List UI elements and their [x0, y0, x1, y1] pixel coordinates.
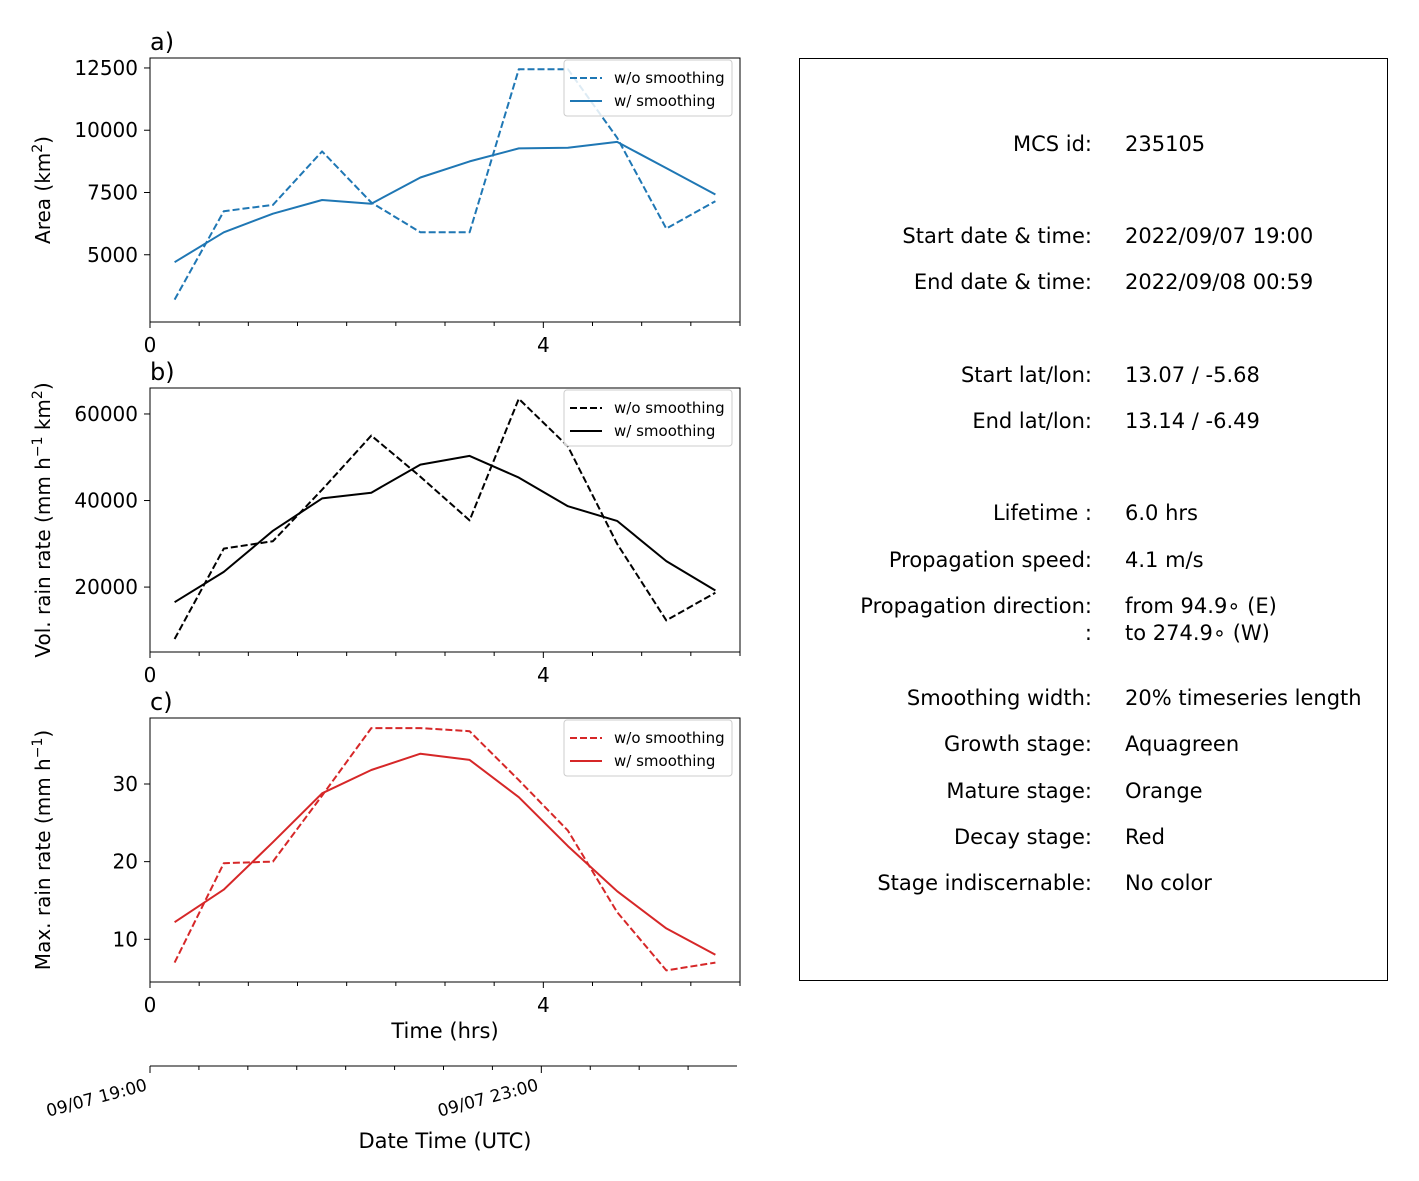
y-tick-label: 12500	[74, 56, 138, 80]
start-datetime-label: Start date & time:	[902, 224, 1092, 248]
datetime-tick-label: 09/07 19:00	[44, 1076, 149, 1122]
propagation-speed-value: 4.1 m/s	[1125, 548, 1204, 572]
series-line-smoothed	[174, 454, 716, 604]
legend-entry: w/o smoothing	[614, 69, 725, 87]
lifetime-label: Lifetime :	[992, 501, 1092, 525]
decay-stage-label: Decay stage:	[954, 825, 1092, 849]
propagation-speed-label: Propagation speed:	[888, 548, 1092, 572]
propagation-direction-value: from 94.9∘ (E)	[1125, 594, 1277, 618]
lifetime-value: 6.0 hrs	[1125, 501, 1198, 525]
x-tick-label: 4	[537, 333, 550, 357]
chart-panel-3: c) 10 20 30 0 4 Max. rain rate (mm h−1) w/o smo…	[30, 688, 741, 1043]
series-line-smoothed	[174, 140, 716, 264]
legend: w/o smoothing w/ smoothing	[563, 389, 733, 447]
legend-entry: w/ smoothing	[614, 92, 715, 110]
legend-entry: w/o smoothing	[614, 399, 725, 417]
mcs-id-label: MCS id:	[1012, 132, 1092, 156]
x-tick-label: 4	[537, 993, 550, 1017]
y-axis-label: Max. rain rate (mm h−1)	[30, 730, 55, 970]
panel-label: a)	[150, 28, 174, 56]
stage-indiscernable-label: Stage indiscernable:	[877, 871, 1092, 895]
legend-box	[563, 59, 733, 117]
end-latlon-value: 13.14 / -6.49	[1125, 409, 1260, 433]
y-tick-label: 20	[113, 850, 138, 874]
smoothing-width-label: Smoothing width:	[906, 686, 1092, 710]
legend-entry: w/ smoothing	[614, 752, 715, 770]
chart-panel-2: b) 20000 40000 60000 0 4 Vol. rain rate (mm h−…	[30, 358, 741, 687]
growth-stage-label: Growth stage:	[943, 732, 1092, 756]
panel-label: c)	[150, 688, 173, 716]
start-datetime-value: 2022/09/07 19:00	[1125, 224, 1314, 248]
panel-label: b)	[150, 358, 175, 386]
legend-entry: w/o smoothing	[614, 729, 725, 747]
start-latlon-label: Start lat/lon:	[960, 363, 1092, 387]
legend: w/o smoothing w/ smoothing	[563, 719, 733, 777]
stage-indiscernable-value: No color	[1125, 871, 1212, 895]
datetime-tick-label: 09/07 23:00	[436, 1076, 541, 1122]
y-tick-label: 7500	[87, 180, 138, 204]
y-tick-label: 20000	[74, 575, 138, 599]
end-datetime-label: End date & time:	[913, 270, 1092, 294]
x-tick-label: 0	[144, 993, 157, 1017]
y-axis-label: Vol. rain rate (mm h−1 km2)	[30, 382, 55, 657]
mcs-id-value: 235105	[1125, 132, 1206, 156]
x-axis-label: Time (hrs)	[390, 1019, 498, 1043]
start-latlon-value: 13.07 / -5.68	[1125, 363, 1260, 387]
mature-stage-value: Orange	[1125, 779, 1203, 803]
legend-box	[563, 719, 733, 777]
datetime-axis-label: Date Time (UTC)	[359, 1129, 532, 1153]
propagation-direction-value-2: to 274.9∘ (W)	[1125, 621, 1270, 645]
growth-stage-value: Aquagreen	[1125, 732, 1240, 756]
info-panel: MCS id: 235105 Start date & time: 2022/0…	[799, 58, 1388, 981]
series-line-raw	[173, 397, 716, 640]
charts-figure: a) 5000 7500 10000 12500 0 4 Area (km2) w/o smoo…	[30, 28, 741, 1153]
end-datetime-value: 2022/09/08 00:59	[1125, 270, 1314, 294]
smoothing-width-value: 20% timeseries length	[1125, 686, 1362, 710]
legend-box	[563, 389, 733, 447]
x-tick-label: 0	[144, 333, 157, 357]
mature-stage-label: Mature stage:	[946, 779, 1092, 803]
y-tick-label: 30	[113, 772, 138, 796]
propagation-direction-label-2: :	[1084, 621, 1092, 645]
y-axis-label: Area (km2)	[30, 136, 55, 244]
series-line-smoothed	[174, 752, 716, 956]
y-tick-label: 40000	[74, 489, 138, 513]
x-tick-label: 0	[144, 663, 157, 687]
legend-entry: w/ smoothing	[614, 422, 715, 440]
legend: w/o smoothing w/ smoothing	[563, 59, 733, 117]
y-tick-label: 10000	[74, 118, 138, 142]
propagation-direction-label: Propagation direction:	[860, 594, 1092, 618]
series-line-raw	[173, 727, 716, 972]
datetime-axis: 09/07 19:00 09/07 23:00 Date Time (UTC)	[44, 1065, 737, 1153]
y-tick-label: 60000	[74, 402, 138, 426]
series-line-raw	[173, 68, 716, 301]
decay-stage-value: Red	[1125, 825, 1165, 849]
y-tick-label: 5000	[87, 243, 138, 267]
y-tick-label: 10	[113, 927, 138, 951]
x-tick-label: 4	[537, 663, 550, 687]
chart-panel-1: a) 5000 7500 10000 12500 0 4 Area (km2) w/o smoo…	[30, 28, 741, 357]
end-latlon-label: End lat/lon:	[972, 409, 1092, 433]
